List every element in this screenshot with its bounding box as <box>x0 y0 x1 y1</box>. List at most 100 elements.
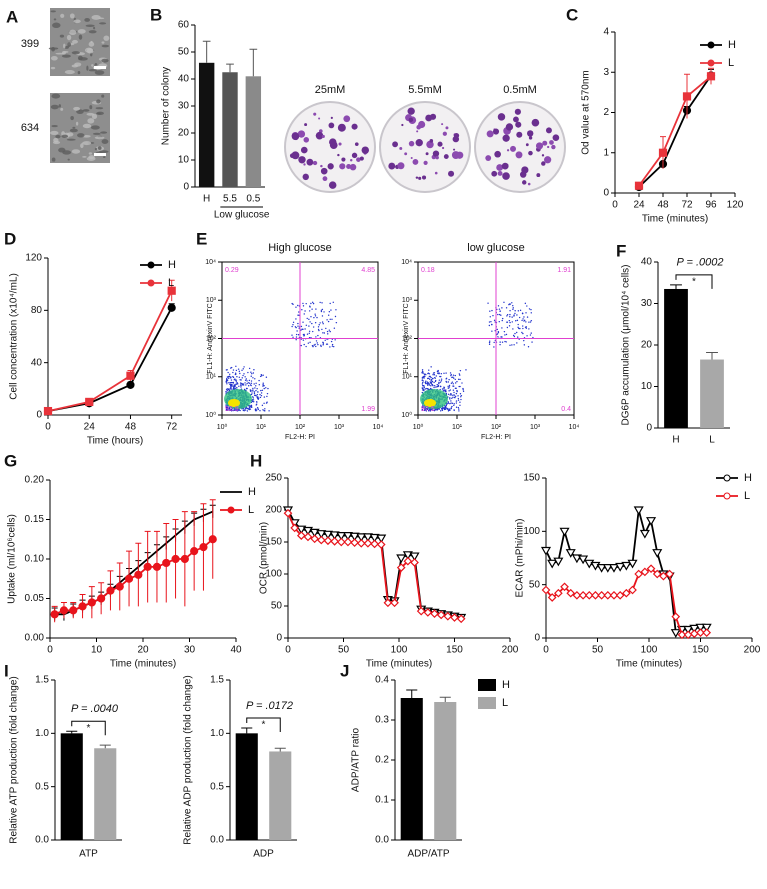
bar <box>60 733 83 840</box>
event-dot <box>319 301 321 304</box>
event-dot <box>487 302 489 304</box>
event-dot <box>253 401 255 403</box>
event-dot <box>437 372 439 375</box>
marker <box>450 613 459 622</box>
panel-letter: A <box>6 7 18 26</box>
event-dot <box>312 302 315 305</box>
event-dot <box>516 342 518 344</box>
event-dot <box>230 376 232 378</box>
colony <box>425 114 433 122</box>
event-dot <box>459 378 461 381</box>
marker <box>566 588 576 598</box>
x-tick-label: 10³ <box>334 424 345 431</box>
event-dot <box>525 312 527 314</box>
event-dot <box>439 375 441 378</box>
event-dot <box>250 382 253 384</box>
cell-texture <box>69 128 78 133</box>
event-dot <box>250 380 253 382</box>
marker <box>309 528 320 538</box>
event-dot <box>263 396 266 398</box>
event-dot <box>253 383 255 385</box>
event-dot <box>292 324 294 326</box>
event-dot <box>443 407 445 409</box>
colony <box>349 159 353 162</box>
event-dot <box>253 369 255 371</box>
event-dot <box>227 375 230 378</box>
event-dot <box>245 378 248 380</box>
event-dot <box>230 408 233 411</box>
event-dot <box>227 409 229 411</box>
colony <box>453 132 460 139</box>
event-dot <box>265 387 267 389</box>
y-tick-label: 0.0 <box>375 835 389 846</box>
event-dot <box>506 314 509 316</box>
event-dot <box>228 407 230 410</box>
event-dot <box>327 333 329 335</box>
y-axis-label: Cell concentration (x10⁴/mL) <box>9 273 20 400</box>
colony <box>516 131 523 138</box>
event-dot <box>439 381 442 383</box>
event-dot <box>297 314 299 316</box>
x-tick-label: 0 <box>45 422 51 433</box>
y-tick-label: 200 <box>265 505 282 516</box>
event-dot <box>453 394 456 396</box>
event-dot <box>236 410 239 412</box>
density-peak <box>228 399 240 407</box>
event-dot <box>302 339 305 341</box>
cell-texture <box>51 157 56 162</box>
event-dot <box>442 388 444 390</box>
event-dot <box>252 397 254 399</box>
x-tick-label: L <box>709 435 715 446</box>
colony <box>496 164 504 171</box>
event-dot <box>295 318 297 320</box>
event-dot <box>430 382 432 384</box>
event-dot <box>322 322 324 325</box>
marker <box>621 561 632 571</box>
event-dot <box>257 408 259 410</box>
event-dot <box>428 383 430 385</box>
cell-texture <box>66 34 72 41</box>
event-dot <box>226 389 228 392</box>
colony <box>320 167 328 175</box>
event-dot <box>449 393 452 395</box>
event-dot <box>491 330 493 332</box>
event-dot <box>314 315 317 317</box>
event-dot <box>525 326 527 328</box>
event-dot <box>434 376 436 379</box>
event-dot <box>237 368 240 370</box>
panel-letter: F <box>616 241 626 260</box>
event-dot <box>297 322 299 325</box>
event-dot <box>259 396 262 399</box>
x-tick-label: 10⁰ <box>413 423 424 431</box>
colony <box>359 156 364 161</box>
cell-texture <box>82 156 87 158</box>
event-dot <box>503 330 506 333</box>
event-dot <box>261 389 264 391</box>
event-dot <box>505 307 508 309</box>
event-dot <box>424 408 426 410</box>
event-dot <box>323 311 325 313</box>
cell-texture <box>86 156 96 161</box>
event-dot <box>255 395 258 397</box>
event-dot <box>256 388 258 390</box>
event-dot <box>449 397 451 399</box>
event-dot <box>501 336 503 338</box>
y-tick-label: 40 <box>178 74 190 85</box>
x-axis-label: ATP <box>79 849 98 860</box>
event-dot <box>435 386 437 388</box>
event-dot <box>523 316 525 318</box>
marker <box>152 562 162 572</box>
cell-texture <box>71 149 81 154</box>
event-dot <box>453 396 456 399</box>
event-dot <box>227 388 229 390</box>
event-dot <box>489 310 491 312</box>
legend-label: H <box>502 679 510 691</box>
marker <box>383 598 393 608</box>
event-dot <box>246 380 248 382</box>
cell-texture <box>70 115 74 121</box>
event-dot <box>493 346 495 348</box>
marker <box>363 538 373 548</box>
event-dot <box>453 377 455 379</box>
event-dot <box>440 378 443 380</box>
legend-marker <box>147 279 155 287</box>
